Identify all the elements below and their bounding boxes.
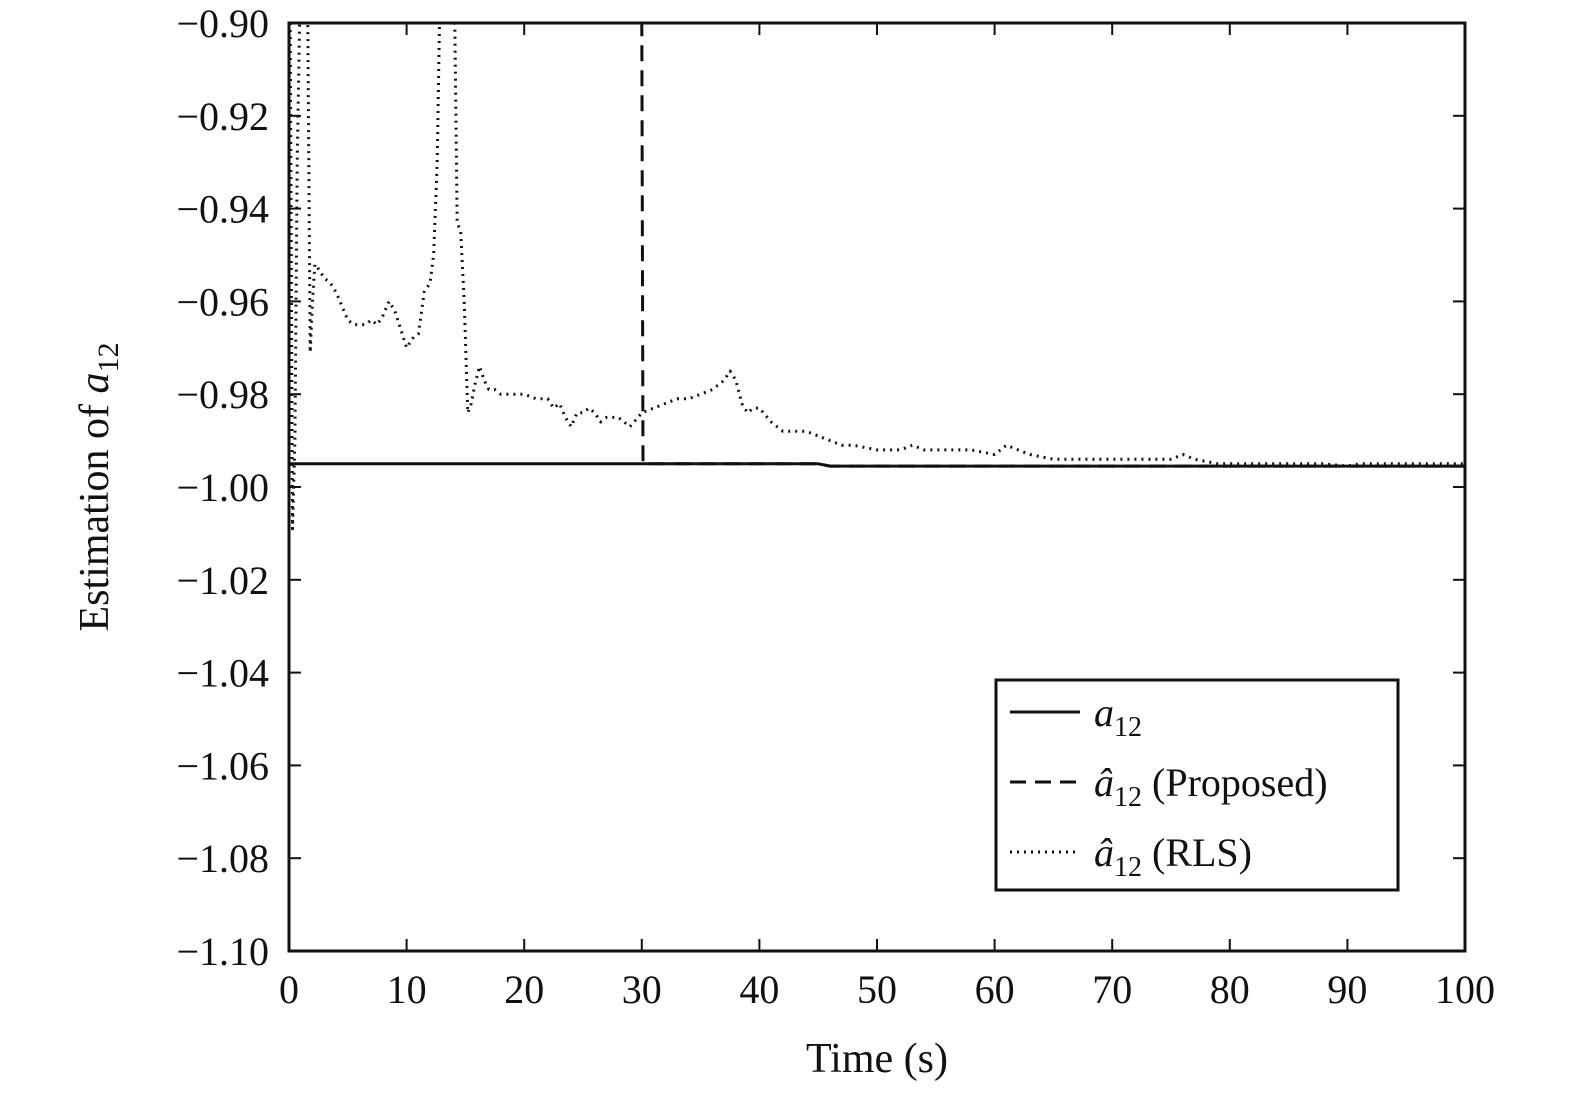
legend-box <box>994 678 1400 892</box>
y-tick-label: −0.90 <box>176 1 269 46</box>
y-tick-label: −1.10 <box>176 929 269 974</box>
series-line-dotted <box>289 23 1465 531</box>
legend-label: â12 (Proposed) <box>1094 760 1328 813</box>
x-tick-label: 60 <box>975 967 1015 1012</box>
x-axis-title: Time (s) <box>806 1036 948 1082</box>
y-tick-label: −1.04 <box>176 651 269 696</box>
y-axis-title: Estimation of a12 <box>72 343 125 632</box>
x-tick-label: 10 <box>387 967 427 1012</box>
y-tick-label: −0.92 <box>176 94 269 139</box>
x-tick-label: 20 <box>504 967 544 1012</box>
y-tick-label: −1.00 <box>176 465 269 510</box>
x-tick-label: 30 <box>622 967 662 1012</box>
axis-ticks <box>288 22 1466 952</box>
legend: a12 â12 (Proposed) â12 (RLS) <box>994 678 1400 892</box>
x-tick-label: 50 <box>857 967 897 1012</box>
y-tick-labels: −0.90 −0.92 −0.94 −0.96 −0.98 −1.00 −1.02 −1.04… <box>176 1 269 974</box>
series-layer <box>289 23 1465 531</box>
x-tick-labels: 0 10 20 30 40 50 60 70 80 90 100 <box>279 967 1495 1012</box>
x-tick-label: 40 <box>739 967 779 1012</box>
series-line-dashed <box>289 23 1465 468</box>
x-tick-label: 100 <box>1435 967 1495 1012</box>
y-tick-label: −0.94 <box>176 187 269 232</box>
series-line-solid <box>289 462 1465 468</box>
x-tick-label: 70 <box>1092 967 1132 1012</box>
y-tick-label: −1.02 <box>176 558 269 603</box>
y-tick-label: −0.98 <box>176 372 269 417</box>
legend-label: â12 (RLS) <box>1094 830 1252 883</box>
x-tick-label: 80 <box>1210 967 1250 1012</box>
y-tick-label: −1.08 <box>176 836 269 881</box>
legend-label: a12 <box>1094 690 1142 743</box>
y-tick-label: −0.96 <box>176 279 269 324</box>
x-tick-label: 0 <box>279 967 299 1012</box>
x-tick-label: 90 <box>1327 967 1367 1012</box>
y-tick-label: −1.06 <box>176 743 269 788</box>
